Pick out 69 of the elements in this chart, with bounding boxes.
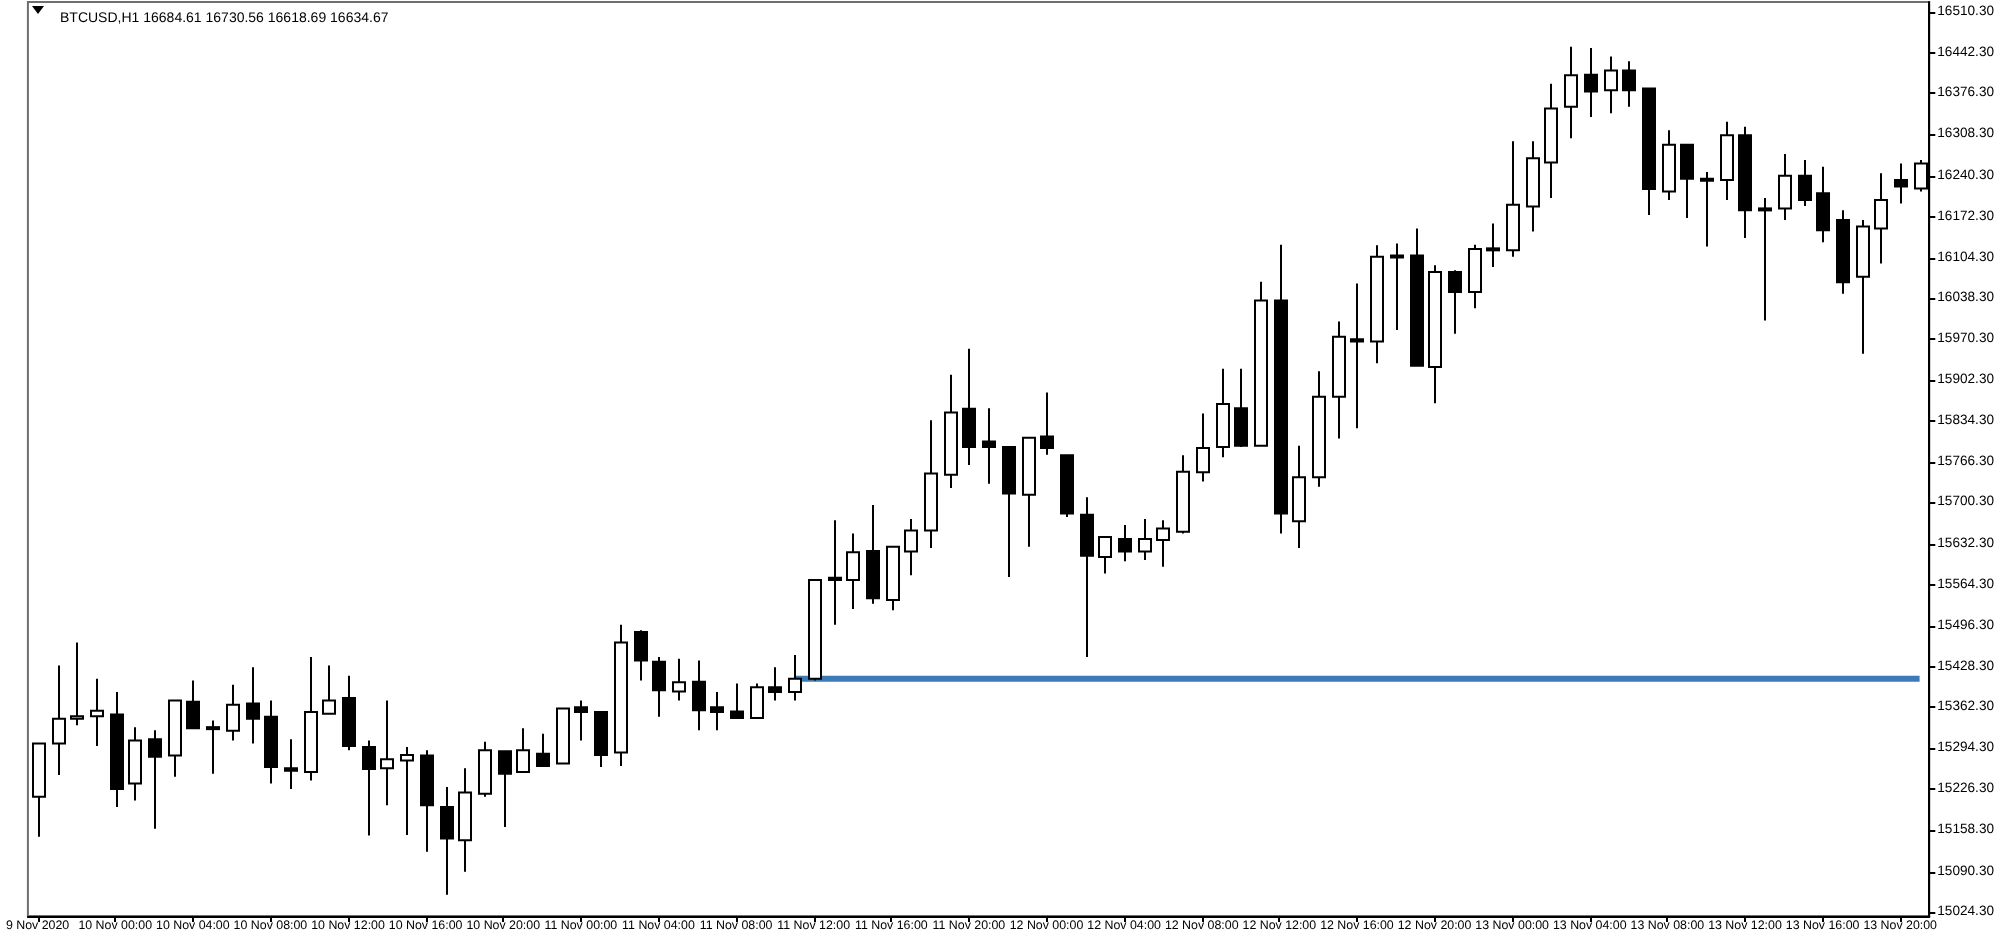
- candlestick: [594, 711, 608, 769]
- candlestick: [342, 674, 356, 752]
- candlestick: [730, 682, 744, 720]
- candlestick: [1874, 172, 1888, 265]
- candlestick: [982, 407, 996, 485]
- candlestick: [478, 740, 492, 798]
- candlestick: [400, 746, 414, 836]
- candlestick: [186, 679, 200, 730]
- candlestick: [148, 729, 162, 830]
- candlestick: [1604, 55, 1618, 115]
- candlestick: [846, 532, 860, 611]
- candlestick: [90, 677, 104, 747]
- candlestick: [536, 732, 550, 769]
- candlestick: [1156, 519, 1170, 568]
- candlestick: [516, 727, 530, 773]
- candlestick: [1662, 129, 1676, 201]
- candlestick: [574, 699, 588, 742]
- candlestick: [1292, 444, 1306, 549]
- candlestick: [1002, 445, 1016, 579]
- candlestick: [1196, 412, 1210, 483]
- candlestick: [866, 504, 880, 605]
- candlestick: [692, 659, 706, 732]
- candlestick: [1486, 222, 1500, 269]
- candlestick: [1350, 282, 1364, 430]
- candlestick: [1506, 140, 1520, 258]
- candlestick: [1118, 523, 1132, 563]
- candlestick: [1894, 162, 1908, 205]
- candlestick: [70, 641, 84, 727]
- candlestick: [1098, 536, 1112, 575]
- candlestick: [1680, 143, 1694, 220]
- candlestick: [672, 657, 686, 702]
- candlestick: [380, 699, 394, 807]
- candlestick: [284, 738, 298, 790]
- candlestick: [1758, 197, 1772, 322]
- candlestick: [1816, 165, 1830, 244]
- candlestick: [1778, 152, 1792, 221]
- candlestick: [1448, 269, 1462, 335]
- candlestick: [458, 767, 472, 873]
- candlestick: [362, 739, 376, 837]
- candlestick: [322, 664, 336, 715]
- candlestick: [904, 517, 918, 577]
- candlestick: [498, 750, 512, 829]
- candlestick: [710, 691, 724, 732]
- candlestick: [962, 347, 976, 467]
- candlestick: [440, 786, 454, 896]
- candlestick: [226, 683, 240, 742]
- candlestick: [246, 666, 260, 745]
- candlestick: [128, 726, 142, 802]
- candlestick: [1390, 242, 1404, 332]
- candlestick: [1234, 367, 1248, 448]
- candlestick: [750, 682, 764, 720]
- candlestick: [768, 666, 782, 702]
- candlestick: [1080, 496, 1094, 658]
- candlestick: [828, 519, 842, 626]
- candlestick: [788, 654, 802, 702]
- candlestick: [1216, 367, 1230, 459]
- candlestick: [1138, 517, 1152, 562]
- candlestick: [206, 719, 220, 775]
- candlestick: [1564, 45, 1578, 140]
- candlestick: [1468, 243, 1482, 310]
- candlestick: [634, 629, 648, 682]
- candlestick: [1622, 60, 1636, 108]
- candlestick: [1720, 120, 1734, 201]
- candlestick: [1700, 171, 1714, 248]
- candlestick: [652, 655, 666, 718]
- candlestick: [1040, 391, 1054, 456]
- candlestick: [1584, 47, 1598, 119]
- candlestick: [52, 664, 66, 776]
- candlestick: [1798, 158, 1812, 207]
